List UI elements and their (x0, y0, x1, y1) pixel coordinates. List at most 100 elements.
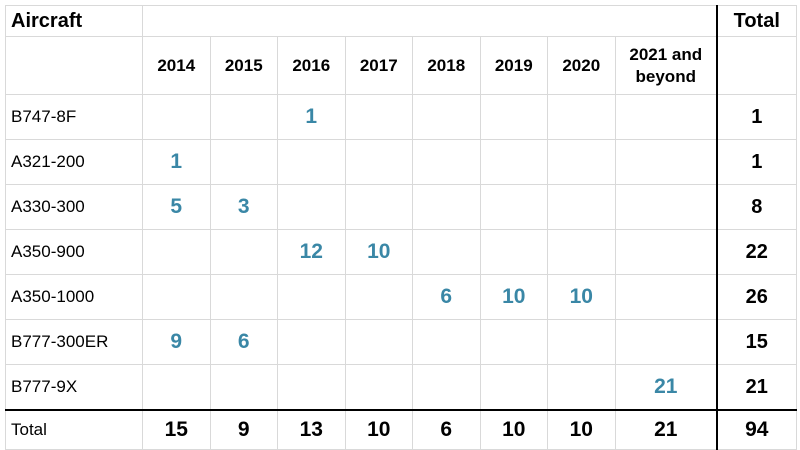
year-header-2014: 2014 (142, 36, 211, 95)
delivery-cell-2018 (412, 139, 481, 185)
delivery-cell-2019 (479, 139, 548, 185)
year-header-2019: 2019 (479, 36, 548, 95)
grand-total-cell: 94 (716, 409, 797, 450)
delivery-cell-2021-and-beyond (614, 274, 718, 320)
delivery-cell-2021-and-beyond (614, 139, 718, 185)
delivery-cell-2018: 6 (412, 274, 481, 320)
delivery-cell-2020 (547, 184, 616, 230)
delivery-cell-2019 (479, 229, 548, 275)
year-header-blank (5, 36, 143, 95)
delivery-cell-2015: 6 (209, 319, 278, 365)
delivery-cell-2016 (277, 319, 346, 365)
delivery-cell-2016 (277, 139, 346, 185)
year-total-2019: 10 (479, 409, 548, 450)
delivery-cell-2017 (344, 184, 413, 230)
aircraft-name: B777-9X (5, 364, 143, 411)
row-total-cell: 22 (716, 229, 797, 275)
delivery-cell-2018 (412, 94, 481, 140)
delivery-cell-2017 (344, 139, 413, 185)
delivery-cell-2015 (209, 364, 278, 411)
year-total-2014: 15 (142, 409, 211, 450)
delivery-cell-2020: 10 (547, 274, 616, 320)
table-row: B777-9X 21 21 (5, 364, 797, 411)
delivery-cell-2017: 10 (344, 229, 413, 275)
delivery-cell-2014: 5 (142, 184, 211, 230)
delivery-cell-2015 (209, 229, 278, 275)
table-row: A321-200 1 1 (5, 139, 797, 185)
delivery-cell-2015 (209, 274, 278, 320)
delivery-cell-2021-and-beyond (614, 184, 718, 230)
delivery-cell-2015 (209, 94, 278, 140)
delivery-cell-2016: 12 (277, 229, 346, 275)
year-header-2016: 2016 (277, 36, 346, 95)
year-total-2021-and-beyond: 21 (614, 409, 718, 450)
year-header-2017: 2017 (344, 36, 413, 95)
delivery-cell-2017 (344, 274, 413, 320)
year-total-2018: 6 (412, 409, 481, 450)
delivery-cell-2021-and-beyond: 21 (614, 364, 718, 411)
delivery-cell-2014: 1 (142, 139, 211, 185)
row-total-cell: 1 (716, 139, 797, 185)
year-header-row: 2014 2015 2016 2017 2018 2019 2020 2021 … (5, 36, 797, 95)
delivery-cell-2018 (412, 184, 481, 230)
year-total-2016: 13 (277, 409, 346, 450)
totals-row: Total 15 9 13 10 6 10 10 21 94 (5, 409, 797, 450)
aircraft-delivery-table: Aircraft Total 2014 2015 2016 2017 2018 … (5, 5, 797, 450)
delivery-cell-2019: 10 (479, 274, 548, 320)
delivery-cell-2020 (547, 94, 616, 140)
aircraft-name: A350-1000 (5, 274, 143, 320)
delivery-cell-2019 (479, 184, 548, 230)
table-row: A330-300 5 3 8 (5, 184, 797, 230)
year-header-total-blank (716, 36, 797, 95)
delivery-cell-2017 (344, 94, 413, 140)
aircraft-name: A321-200 (5, 139, 143, 185)
delivery-cell-2016 (277, 274, 346, 320)
delivery-cell-2021-and-beyond (614, 94, 718, 140)
delivery-cell-2014 (142, 274, 211, 320)
delivery-cell-2014: 9 (142, 319, 211, 365)
delivery-cell-2017 (344, 364, 413, 411)
row-total-cell: 26 (716, 274, 797, 320)
year-header-2020: 2020 (547, 36, 616, 95)
delivery-cell-2020 (547, 364, 616, 411)
year-total-2020: 10 (547, 409, 616, 450)
aircraft-name: A330-300 (5, 184, 143, 230)
delivery-cell-2021-and-beyond (614, 319, 718, 365)
delivery-cell-2014 (142, 94, 211, 140)
delivery-cell-2018 (412, 364, 481, 411)
row-total-cell: 8 (716, 184, 797, 230)
header-row-top: Aircraft Total (5, 5, 797, 37)
aircraft-name: A350-900 (5, 229, 143, 275)
total-column-header: Total (716, 5, 797, 37)
delivery-cell-2017 (344, 319, 413, 365)
delivery-cell-2015: 3 (209, 184, 278, 230)
year-total-2015: 9 (209, 409, 278, 450)
year-total-2017: 10 (344, 409, 413, 450)
aircraft-name: B747-8F (5, 94, 143, 140)
table-row: A350-1000 6 10 10 26 (5, 274, 797, 320)
year-header-2021-and-beyond: 2021 and beyond (614, 36, 718, 95)
delivery-cell-2020 (547, 319, 616, 365)
delivery-cell-2020 (547, 229, 616, 275)
delivery-cell-2014 (142, 364, 211, 411)
aircraft-column-header: Aircraft (5, 5, 143, 37)
table-row: B747-8F 1 1 (5, 94, 797, 140)
delivery-cell-2018 (412, 229, 481, 275)
table-row: B777-300ER 9 6 15 (5, 319, 797, 365)
delivery-cell-2019 (479, 364, 548, 411)
delivery-cell-2016 (277, 184, 346, 230)
delivery-cell-2019 (479, 94, 548, 140)
year-header-2015: 2015 (209, 36, 278, 95)
delivery-cell-2016: 1 (277, 94, 346, 140)
delivery-cell-2016 (277, 364, 346, 411)
aircraft-name: B777-300ER (5, 319, 143, 365)
delivery-cell-2021-and-beyond (614, 229, 718, 275)
table-row: A350-900 12 10 22 (5, 229, 797, 275)
year-header-2018: 2018 (412, 36, 481, 95)
header-spacer (142, 5, 718, 37)
delivery-cell-2020 (547, 139, 616, 185)
row-total-cell: 15 (716, 319, 797, 365)
delivery-cell-2019 (479, 319, 548, 365)
row-total-cell: 1 (716, 94, 797, 140)
totals-row-label: Total (5, 409, 143, 450)
